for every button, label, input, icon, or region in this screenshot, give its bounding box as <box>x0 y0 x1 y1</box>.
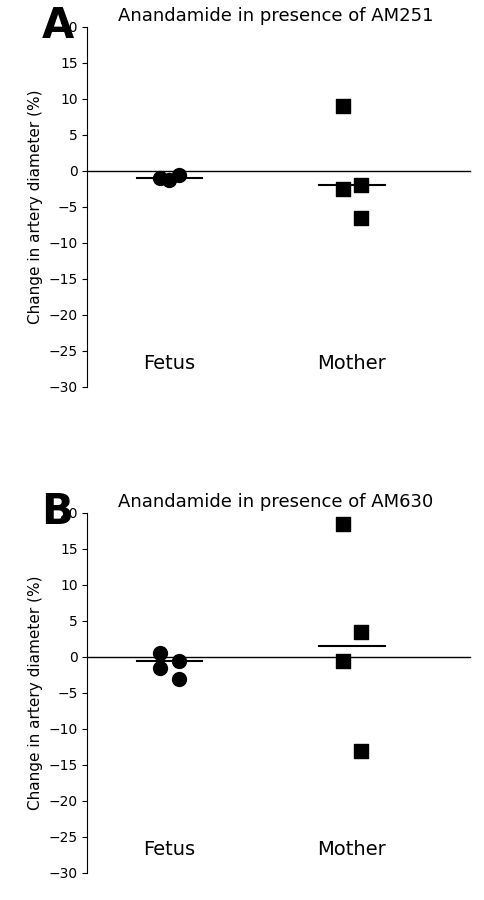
Point <box>338 653 346 668</box>
Point <box>174 653 182 668</box>
Point <box>156 661 164 675</box>
Point <box>156 171 164 185</box>
Text: Anandamide in presence of AM251: Anandamide in presence of AM251 <box>118 7 433 25</box>
Point <box>174 167 182 182</box>
Y-axis label: Change in artery diameter (%): Change in artery diameter (%) <box>28 576 43 810</box>
Text: Fetus: Fetus <box>143 840 195 859</box>
Text: Mother: Mother <box>317 354 385 373</box>
Point <box>338 182 346 196</box>
Text: Mother: Mother <box>317 840 385 859</box>
Point <box>338 99 346 113</box>
Point <box>356 743 364 758</box>
Text: Fetus: Fetus <box>143 354 195 373</box>
Text: A: A <box>41 5 74 48</box>
Point <box>338 517 346 531</box>
Point <box>356 178 364 193</box>
Point <box>156 646 164 661</box>
Text: Anandamide in presence of AM630: Anandamide in presence of AM630 <box>118 493 432 511</box>
Text: B: B <box>41 491 73 534</box>
Point <box>174 671 182 686</box>
Point <box>165 173 173 187</box>
Point <box>356 625 364 639</box>
Y-axis label: Change in artery diameter (%): Change in artery diameter (%) <box>28 90 43 324</box>
Point <box>356 211 364 225</box>
